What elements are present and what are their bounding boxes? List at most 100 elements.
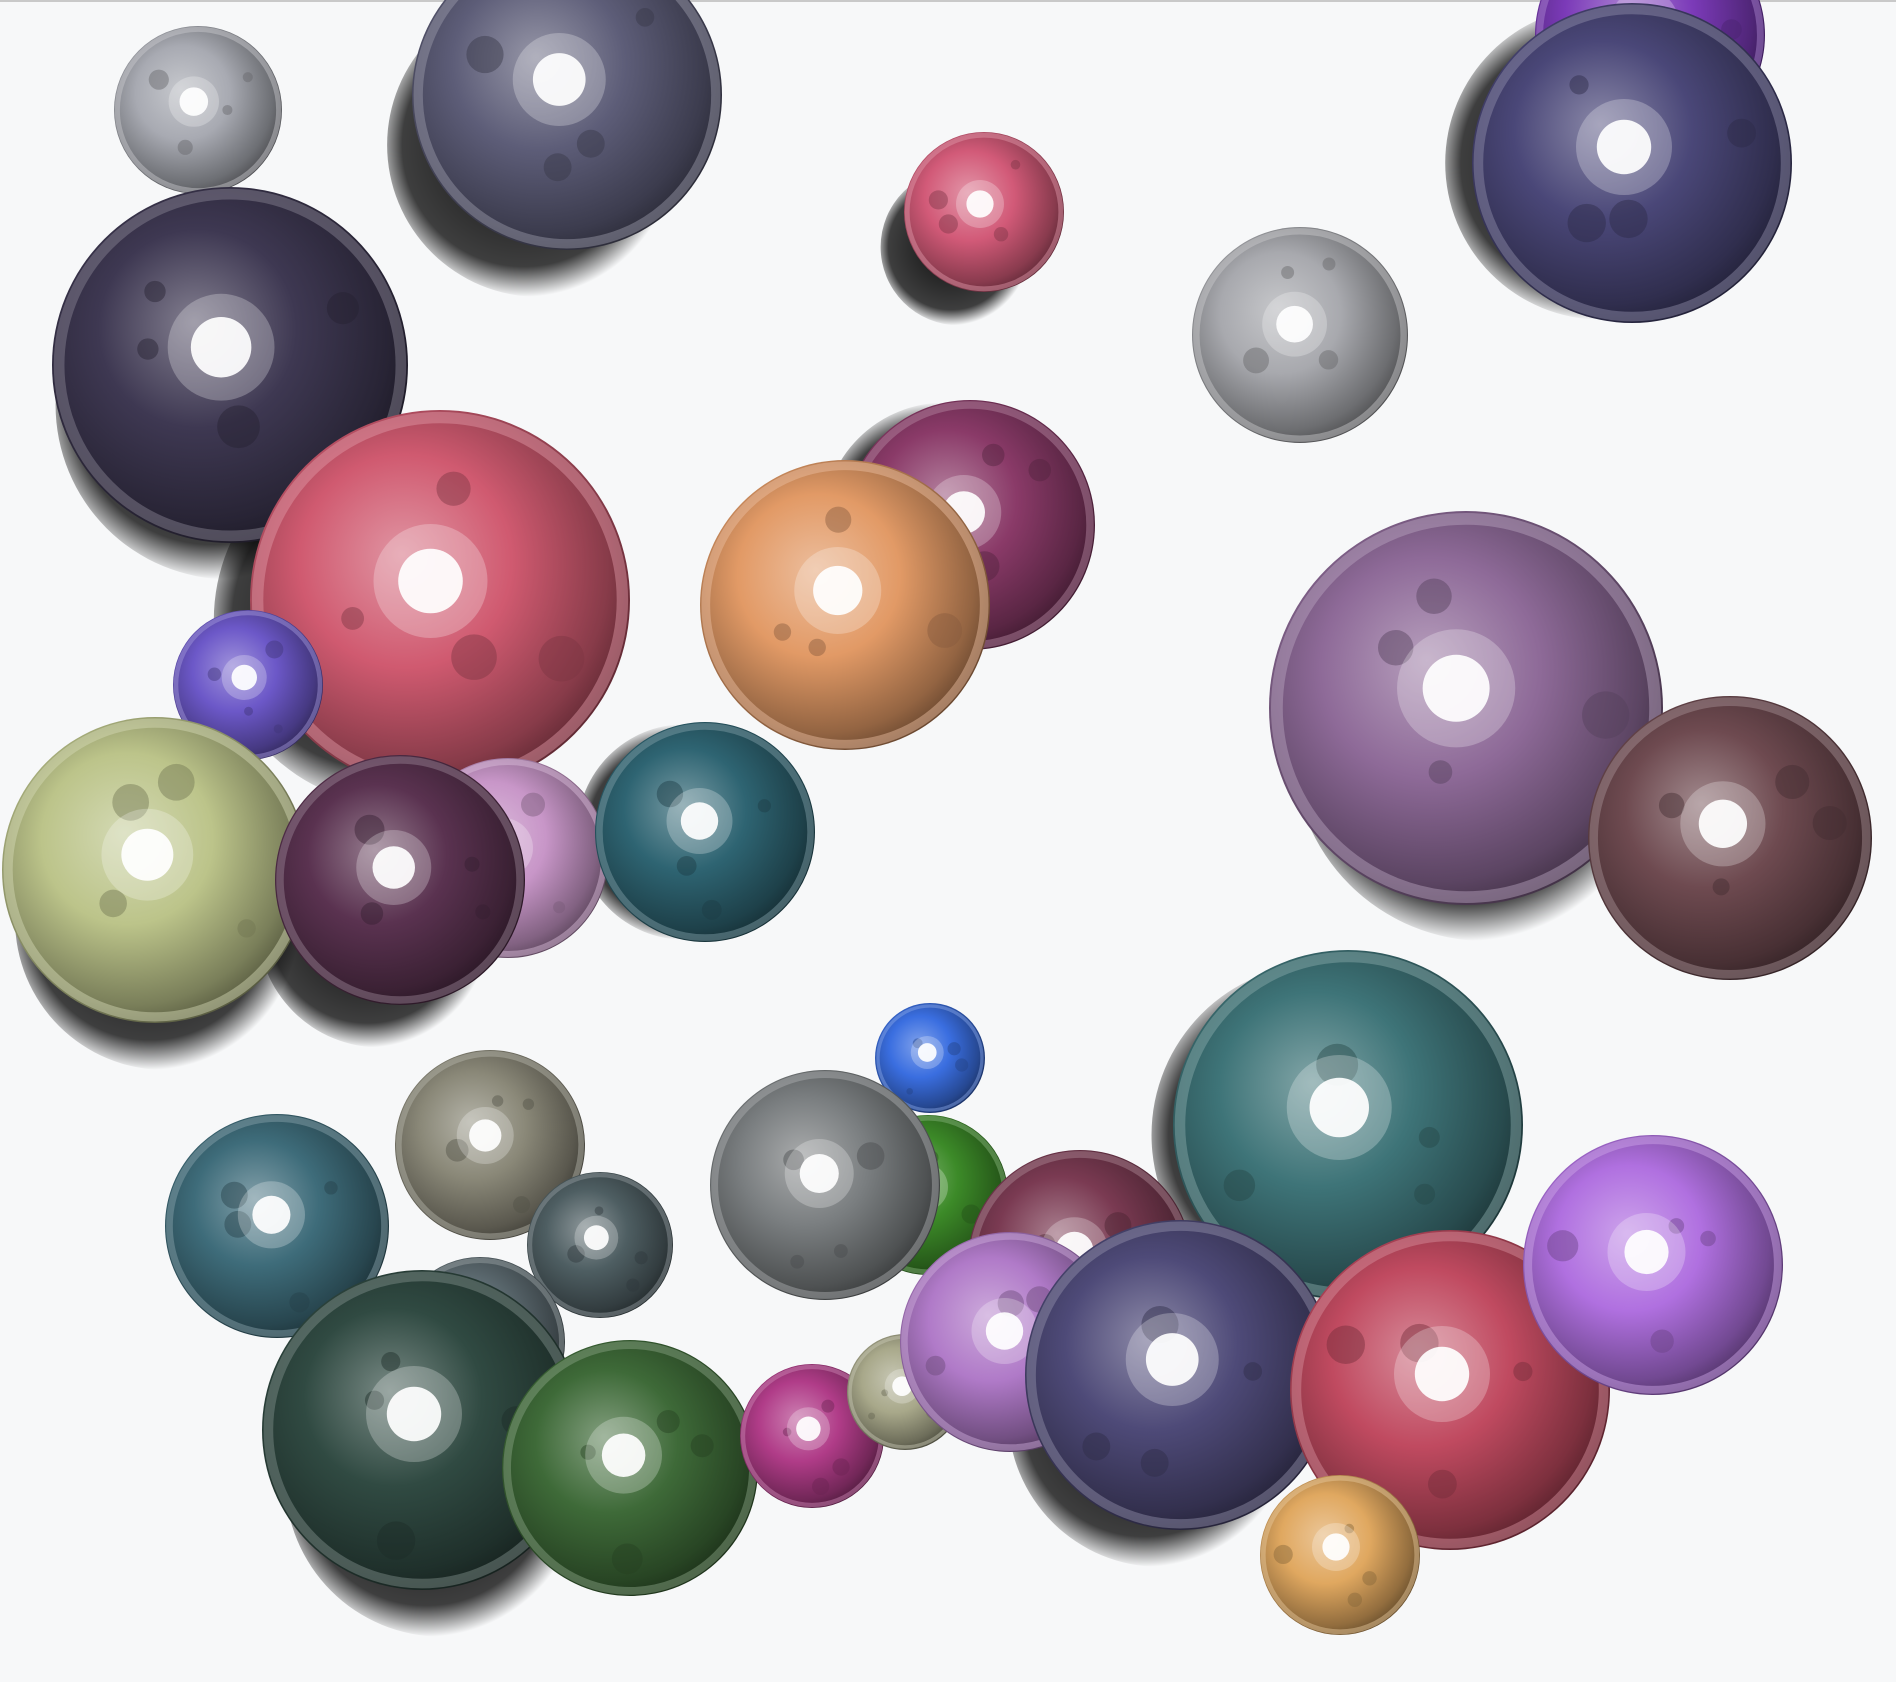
sphere-magenta-small-highlight bbox=[796, 1416, 821, 1442]
sphere-grey-center-rim bbox=[711, 1071, 939, 1299]
sphere-blue-tiny-highlight-glow bbox=[910, 1036, 944, 1069]
sphere-violet-small-left-highlight-glow bbox=[221, 655, 267, 700]
sphere-pink-small-top-reflection bbox=[993, 227, 1009, 242]
sphere-teal-dark-center-reflection bbox=[757, 799, 771, 813]
sphere-orange-center-highlight bbox=[813, 565, 863, 616]
sphere-olive-yellow-reflection bbox=[237, 919, 256, 938]
sphere-teal-dark-center-highlight bbox=[680, 802, 719, 840]
sphere-brown-right-reflection bbox=[1775, 764, 1810, 799]
sphere-violet-bright-right-reflection bbox=[1650, 1329, 1674, 1353]
sphere-layer bbox=[2, 0, 1872, 1635]
sphere-steel-blue-left-highlight-glow bbox=[237, 1181, 305, 1249]
sphere-grey-center-reflection bbox=[833, 1244, 848, 1258]
sphere-khaki-small-reflection bbox=[881, 1389, 889, 1397]
sphere-orange-center-reflection bbox=[773, 623, 792, 641]
sphere-silver-top-right-highlight bbox=[1276, 305, 1313, 343]
sphere-grey-violet-top-body bbox=[412, 0, 722, 250]
sphere-violet-bright-right-reflection bbox=[1668, 1218, 1685, 1234]
sphere-violet-bright-right-reflection bbox=[1547, 1230, 1579, 1262]
sphere-steel-blue-left bbox=[165, 1114, 389, 1338]
sphere-indigo-top-right bbox=[1472, 3, 1792, 323]
sphere-rose-large-highlight-glow bbox=[373, 524, 488, 638]
sphere-silver-top-right-rim bbox=[1193, 228, 1407, 442]
sphere-grey-violet-top-reflection bbox=[543, 153, 572, 182]
sphere-khaki-grey bbox=[395, 1050, 585, 1240]
sphere-orange-center bbox=[700, 460, 990, 750]
sphere-teal-large-reflection bbox=[1418, 1126, 1440, 1148]
sphere-lavender-small-reflection bbox=[997, 1290, 1025, 1317]
sphere-brown-right-reflection bbox=[1812, 805, 1847, 841]
sphere-grey-violet-top-reflection bbox=[466, 35, 504, 74]
sphere-dark-teal-green-reflection bbox=[376, 1521, 416, 1560]
sphere-silver-top-left-highlight-glow bbox=[168, 76, 219, 127]
sphere-teal-large-reflection bbox=[1223, 1169, 1256, 1202]
sphere-violet-small-left-reflection bbox=[273, 724, 283, 734]
sphere-gold-small-reflection bbox=[1362, 1571, 1377, 1586]
sphere-rose-large-reflection bbox=[341, 607, 365, 630]
sphere-violet-bright-right-highlight bbox=[1624, 1229, 1669, 1275]
sphere-dark-teal-green-highlight bbox=[386, 1386, 442, 1442]
sphere-lilac-left-reflection bbox=[521, 792, 546, 817]
sphere-teal-large-highlight bbox=[1309, 1077, 1369, 1138]
sphere-dark-violet-left-highlight bbox=[190, 316, 252, 378]
sphere-olive-yellow bbox=[2, 717, 308, 1023]
sphere-gold-small-reflection bbox=[1347, 1592, 1363, 1608]
sphere-blue-tiny bbox=[875, 1003, 985, 1113]
sphere-blue-tiny-reflection bbox=[955, 1058, 969, 1072]
sphere-mauve-large-right bbox=[1269, 511, 1663, 905]
sphere-teal-large-reflection bbox=[1316, 1043, 1359, 1086]
sphere-indigo-top-right-reflection bbox=[1609, 199, 1648, 239]
sphere-olive-yellow-reflection bbox=[112, 783, 150, 821]
sphere-dark-teal-green-reflection bbox=[381, 1351, 401, 1372]
sphere-teal-dark-center-highlight-glow bbox=[666, 788, 733, 854]
sphere-plum-left-reflection bbox=[354, 814, 385, 845]
sphere-brown-right-reflection bbox=[1712, 878, 1730, 896]
sphere-khaki-grey-rim bbox=[395, 1050, 585, 1240]
sphere-pink-small-top-reflection bbox=[938, 214, 958, 234]
sphere-orange-center-reflection bbox=[927, 613, 963, 648]
sphere-grey-violet-top-reflection bbox=[576, 129, 605, 158]
sphere-teal-dark-center-reflection bbox=[676, 855, 697, 876]
sphere-teal-large-highlight-glow bbox=[1286, 1055, 1392, 1160]
sphere-plum-left-reflection bbox=[464, 856, 480, 872]
sphere-grey-center bbox=[710, 1070, 940, 1300]
sphere-gold-small-reflection bbox=[1344, 1523, 1355, 1534]
sphere-magenta-small-highlight-glow bbox=[786, 1407, 831, 1451]
sphere-lavender-small-reflection bbox=[925, 1355, 946, 1376]
sphere-pink-small-top-rim bbox=[904, 132, 1064, 292]
sphere-lavender-small-highlight bbox=[985, 1312, 1024, 1350]
sphere-plum-left-highlight-glow bbox=[356, 830, 432, 905]
sphere-magenta-small-reflection bbox=[782, 1427, 792, 1437]
sphere-rose-large-highlight bbox=[398, 548, 463, 614]
sphere-khaki-grey-highlight bbox=[469, 1119, 502, 1152]
sphere-blue-tiny-reflection bbox=[912, 1038, 923, 1049]
sphere-teal-dark-center-reflection bbox=[656, 780, 684, 808]
sphere-violet-small-left-highlight bbox=[231, 664, 257, 691]
sphere-teal-dark-center-rim bbox=[596, 723, 814, 941]
sphere-grey-violet-top-highlight bbox=[532, 53, 586, 106]
sphere-orange-center-highlight-glow bbox=[794, 547, 882, 634]
sphere-silver-top-left-reflection bbox=[177, 139, 193, 155]
sphere-khaki-small-highlight bbox=[892, 1376, 912, 1397]
sphere-brown-right-highlight bbox=[1698, 799, 1748, 848]
sphere-mauve-large-right-reflection bbox=[1428, 760, 1453, 784]
sphere-forest-green-reflection bbox=[580, 1444, 596, 1460]
sphere-forest-green-reflection bbox=[656, 1410, 680, 1434]
sphere-magenta-small-reflection bbox=[812, 1477, 830, 1496]
sphere-teal-dark-center bbox=[595, 722, 815, 942]
sphere-olive-yellow-reflection bbox=[99, 889, 127, 918]
sphere-plum-left-rim bbox=[276, 756, 524, 1004]
sphere-grey-violet-top-rim bbox=[413, 0, 721, 249]
sphere-silver-top-right bbox=[1192, 227, 1408, 443]
sphere-dark-teal-green-reflection bbox=[364, 1390, 385, 1410]
sphere-violet-bright-right-rim bbox=[1524, 1136, 1782, 1394]
sphere-magenta-center-reflection bbox=[1028, 458, 1052, 482]
sphere-dark-violet-left-reflection bbox=[144, 280, 166, 303]
sphere-blue-tiny-highlight bbox=[917, 1043, 937, 1062]
sphere-bright-green-reflection bbox=[961, 1204, 981, 1224]
sphere-steel-blue-left-reflection bbox=[224, 1210, 252, 1238]
sphere-slate-small-highlight bbox=[583, 1225, 609, 1251]
sphere-magenta-small-reflection bbox=[821, 1399, 835, 1413]
sphere-dark-violet-left-reflection bbox=[326, 292, 359, 325]
